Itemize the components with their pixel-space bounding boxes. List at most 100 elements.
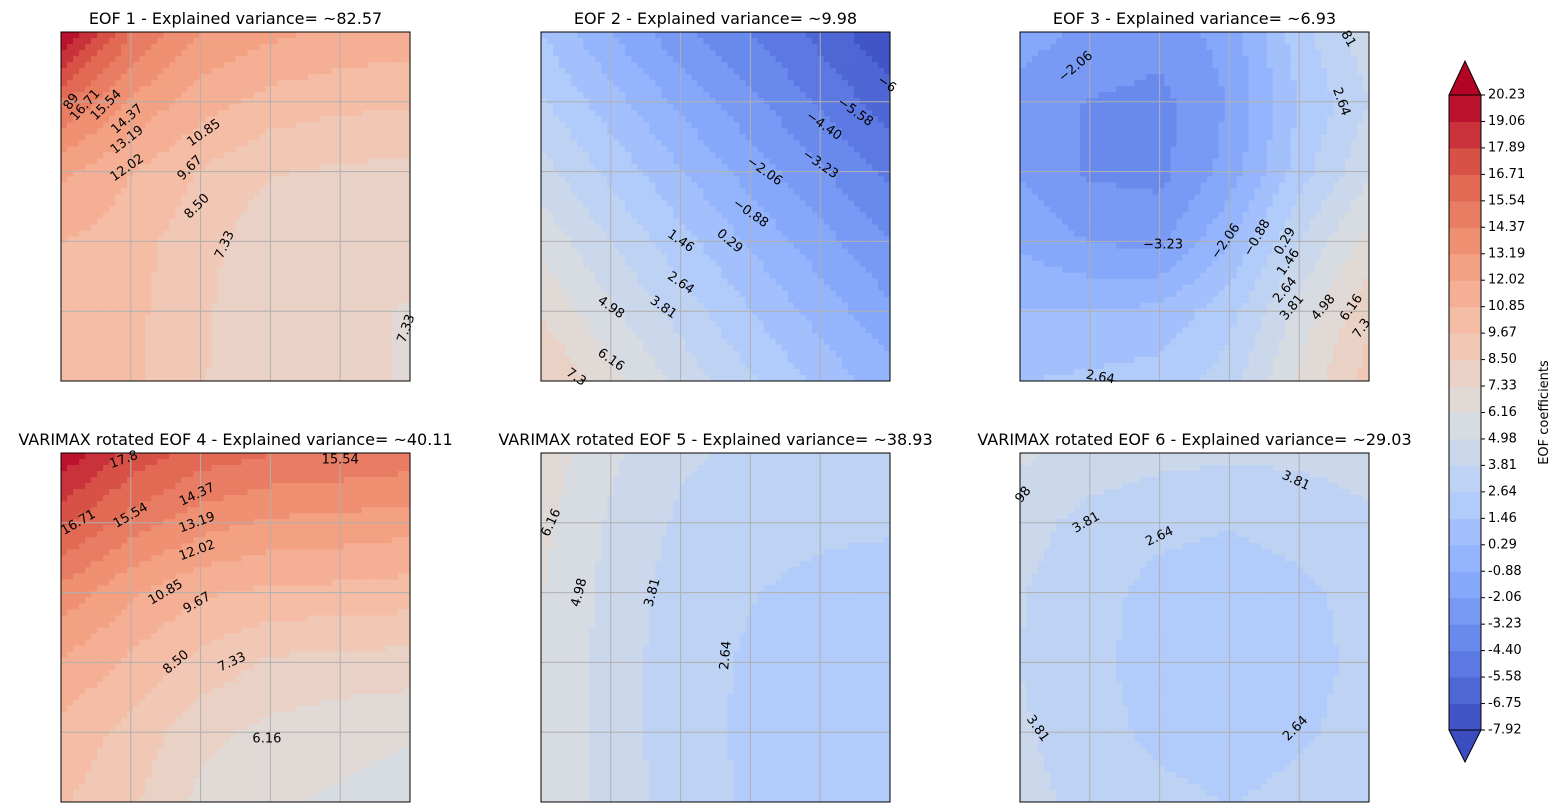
contour-cell: [313, 338, 321, 346]
contour-cell: [253, 104, 261, 111]
contour-cell: [361, 164, 369, 171]
contour-cell: [145, 350, 152, 358]
contour-cell: [97, 110, 104, 117]
contour-cell: [799, 134, 807, 141]
contour-cell: [673, 164, 680, 171]
contour-cell: [247, 116, 255, 123]
contour-cell: [775, 128, 783, 135]
contour-cell: [205, 182, 213, 190]
contour-cell: [73, 146, 80, 153]
contour-cell: [247, 314, 255, 322]
contour-cell: [193, 164, 200, 171]
contour-cell: [277, 200, 285, 208]
contour-cell: [541, 134, 548, 141]
contour-cell: [121, 74, 128, 81]
contour-cell: [721, 194, 729, 202]
contour-cell: [763, 182, 771, 190]
contour-cell: [865, 50, 873, 57]
contour-cell: [679, 104, 687, 111]
contour-cell: [619, 110, 626, 117]
contour-cell: [745, 170, 753, 178]
contour-cell: [721, 74, 729, 81]
contour-cell: [283, 320, 291, 328]
contour-cell: [691, 44, 699, 51]
contour-cell: [139, 170, 146, 178]
contour-cell: [199, 224, 207, 232]
contour-cell: [655, 38, 662, 45]
contour-cell: [685, 116, 693, 123]
contour-cell: [709, 182, 717, 190]
contour-cell: [637, 176, 644, 184]
contour-cell: [97, 356, 104, 364]
contour-cell: [745, 152, 753, 159]
contour-cell: [805, 68, 813, 75]
contour-cell: [367, 176, 375, 184]
contour-cell: [631, 80, 638, 87]
contour-cell: [331, 44, 339, 51]
contour-cell: [115, 74, 122, 81]
contour-cell: [559, 158, 566, 165]
contour-cell: [547, 140, 554, 147]
contour-cell: [553, 92, 560, 99]
contour-cell: [295, 356, 303, 364]
contour-cell: [97, 182, 104, 190]
contour-cell: [655, 62, 662, 69]
contour-cell: [541, 110, 548, 117]
contour-cell: [391, 128, 399, 135]
contour-cell: [307, 332, 315, 340]
contour-cell: [175, 182, 182, 190]
contour-cell: [157, 326, 164, 334]
contour-cell: [175, 242, 182, 250]
contour-cell: [115, 278, 122, 286]
contour-cell: [259, 356, 267, 364]
contour-cell: [739, 146, 747, 153]
contour-cell: [385, 248, 393, 256]
contour-cell: [715, 110, 723, 117]
contour-cell: [115, 266, 122, 274]
contour-cell: [541, 32, 548, 39]
contour-cell: [307, 302, 315, 310]
contour-cell: [697, 104, 705, 111]
contour-cell: [199, 236, 207, 244]
contour-cell: [829, 128, 837, 135]
contour-cell: [301, 218, 309, 226]
contour-cell: [397, 248, 405, 256]
contour-cell: [715, 146, 723, 153]
contour-cell: [295, 260, 303, 268]
contour-cell: [583, 176, 590, 184]
contour-cell: [187, 110, 194, 117]
contour-cell: [673, 122, 680, 129]
contour-cell: [223, 128, 231, 135]
contour-cell: [379, 212, 387, 220]
contour-cell: [229, 278, 237, 286]
contour-cell: [223, 152, 231, 159]
contour-cell: [391, 344, 399, 352]
contour-cell: [685, 56, 693, 63]
contour-cell: [553, 152, 560, 159]
contour-cell: [559, 32, 566, 39]
contour-cell: [775, 86, 783, 93]
contour-cell: [715, 44, 723, 51]
contour-cell: [577, 158, 584, 165]
contour-cell: [337, 128, 345, 135]
contour-cell: [187, 62, 194, 69]
contour-cell: [595, 194, 602, 202]
contour-cell: [355, 188, 363, 196]
contour-cell: [169, 356, 176, 364]
contour-cell: [91, 314, 98, 322]
contour-cell: [343, 140, 351, 147]
contour-cell: [211, 284, 219, 292]
contour-cell: [625, 86, 632, 93]
contour-cell: [109, 50, 116, 57]
contour-cell: [139, 50, 146, 57]
contour-cell: [385, 356, 393, 364]
contour-cell: [649, 170, 656, 178]
contour-cell: [253, 110, 261, 117]
contour-cell: [259, 368, 267, 376]
contour-cell: [805, 80, 813, 87]
contour-cell: [643, 122, 650, 129]
contour-cell: [109, 80, 116, 87]
contour-cell: [721, 164, 729, 171]
contour-cell: [361, 344, 369, 352]
contour-cell: [259, 272, 267, 280]
